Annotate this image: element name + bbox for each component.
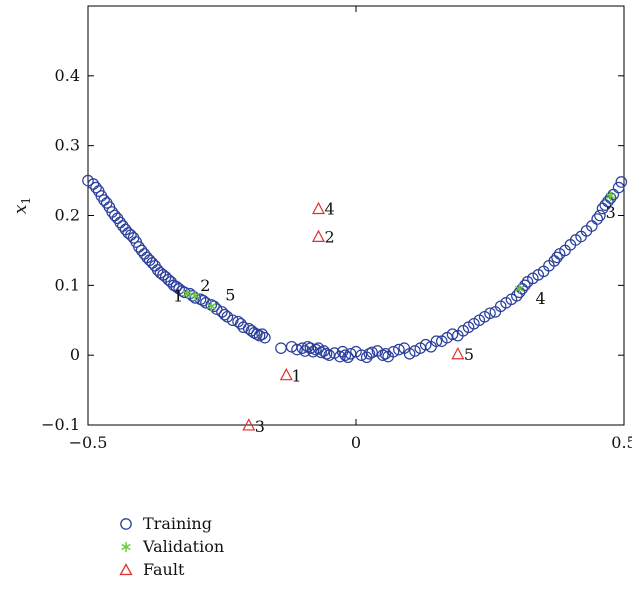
legend-label-training: Training (143, 514, 212, 533)
validation-point-label: 5 (225, 285, 235, 304)
fault-point (279, 367, 293, 381)
fault-point-label: 2 (324, 227, 334, 246)
training-point (379, 347, 392, 360)
y-tick-label: 0.3 (55, 136, 80, 155)
y-tick-label: 0.2 (55, 206, 80, 225)
training-point (275, 342, 287, 354)
legend-circle-marker (120, 517, 132, 530)
fault-point-label: 4 (324, 200, 334, 219)
training-point (484, 307, 496, 320)
training-point (387, 345, 400, 358)
fault-point-label: 5 (464, 345, 474, 364)
training-point (419, 338, 432, 351)
training-point (208, 300, 220, 313)
training-point (366, 346, 378, 359)
y-tick-label: −0.1 (41, 415, 80, 434)
plot-frame (87, 5, 625, 426)
validation-point-label: 1 (173, 287, 183, 306)
training-point (304, 342, 317, 354)
validation-point-label: 3 (606, 203, 616, 222)
training-point (218, 308, 231, 321)
training-point (615, 176, 628, 188)
validation-point (605, 190, 616, 201)
legend-item-validation: Validation (115, 535, 224, 558)
legend-item-fault: Fault (115, 558, 224, 581)
training-point (594, 209, 606, 222)
fault-point-label: 1 (291, 367, 301, 386)
x-tick-label: 0.5 (611, 433, 632, 452)
y-axis-label: x1 (11, 197, 33, 214)
x-tick-label: −0.5 (69, 433, 108, 452)
validation-point-label: 4 (535, 289, 545, 308)
training-point (591, 213, 603, 225)
fault-point (242, 418, 256, 431)
fault-point (311, 229, 325, 242)
training-point (296, 342, 309, 354)
validation-point (206, 301, 216, 312)
training-point (430, 335, 443, 347)
fault-point (311, 201, 325, 215)
training-point (256, 328, 268, 341)
training-point (551, 251, 563, 264)
validation-point (514, 283, 525, 294)
legend-label-validation: Validation (143, 537, 225, 556)
training-point (138, 248, 151, 260)
training-point (109, 209, 121, 222)
training-point (226, 314, 239, 327)
validation-point (182, 288, 192, 299)
training-point (259, 331, 271, 344)
legend-item-training: Training (115, 512, 224, 535)
legend-label-fault: Fault (143, 560, 185, 579)
x-tick-label: 0 (351, 433, 361, 452)
chart-legend: Training Validation Fault (115, 512, 224, 581)
training-point (291, 343, 303, 356)
legend-triangle-marker (119, 562, 133, 575)
training-point (403, 347, 416, 360)
scatter-chart: −0.500.5−0.100.10.20.30.4x2x11234512345 (11, 5, 632, 470)
validation-point-label: 2 (200, 276, 210, 295)
training-point (135, 244, 148, 257)
y-tick-label: 0.1 (55, 275, 80, 294)
training-point (339, 349, 352, 361)
training-point (612, 181, 625, 194)
training-point (446, 328, 459, 341)
y-tick-label: 0 (70, 345, 80, 364)
training-point (237, 321, 250, 334)
training-point (117, 220, 129, 232)
training-point (409, 345, 421, 357)
training-point (342, 351, 354, 364)
training-point (90, 181, 102, 194)
fault-point (451, 346, 465, 360)
validation-point (190, 290, 200, 301)
x-axis-label: x2 (347, 469, 364, 470)
training-point (355, 349, 368, 361)
legend-asterisk-marker (121, 541, 131, 552)
y-tick-label: 0.4 (55, 66, 80, 85)
fault-point-label: 3 (255, 417, 265, 436)
training-point (393, 343, 405, 356)
